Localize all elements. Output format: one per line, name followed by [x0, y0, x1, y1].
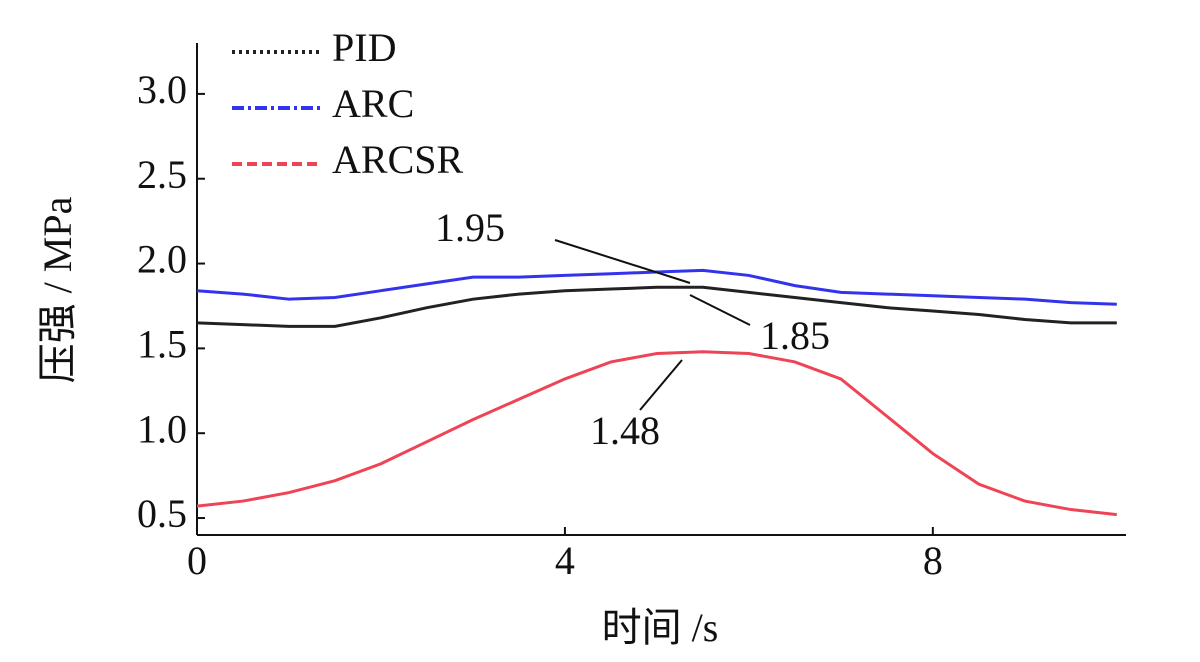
y-axis-label: 压强 / MPa [35, 196, 80, 383]
annotation: 1.48 [590, 408, 660, 453]
legend-label: ARCSR [332, 137, 463, 182]
annotation: 1.85 [760, 313, 830, 358]
x-tick-label: 4 [555, 538, 575, 583]
x-tick-label: 0 [187, 538, 207, 583]
annotation-leader [554, 239, 691, 284]
y-tick-label: 2.0 [137, 237, 187, 282]
x-tick-label: 8 [923, 538, 943, 583]
y-tick-label: 1.5 [137, 322, 187, 367]
y-tick-label: 3.0 [137, 67, 187, 112]
y-tick-label: 1.0 [137, 406, 187, 451]
y-tick-label: 0.5 [137, 491, 187, 536]
annotation: 1.95 [435, 205, 505, 250]
series-line [196, 285, 1117, 328]
legend-label: ARC [332, 81, 414, 126]
annotation-leader [639, 359, 683, 411]
series-line [196, 350, 1117, 517]
y-tick-label: 2.5 [137, 152, 187, 197]
x-axis-label: 时间 /s [602, 605, 719, 650]
annotation-leader [689, 294, 751, 326]
legend-label: PID [332, 25, 396, 70]
